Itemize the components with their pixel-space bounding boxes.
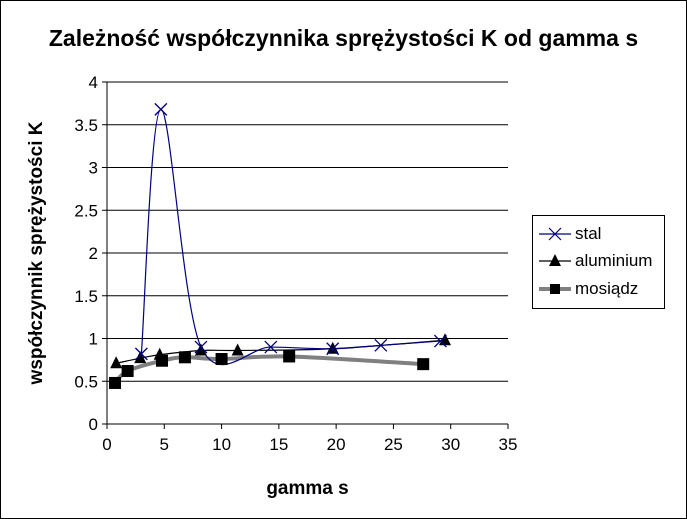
y-tick-label: 2.5: [74, 201, 98, 220]
point-stal: [326, 342, 340, 356]
point-aluminium: [110, 356, 123, 369]
x-tick-label: 10: [212, 435, 231, 454]
point-mosiadz: [121, 364, 134, 377]
point-aluminium: [438, 333, 451, 346]
point-aluminium: [134, 351, 147, 364]
point-aluminium: [153, 347, 166, 360]
x-tick-label: 5: [160, 435, 169, 454]
y-tick-label: 1: [89, 330, 98, 349]
point-stal: [433, 334, 447, 348]
point-stal: [264, 340, 278, 354]
chart-title: Zależność współczynnika sprężystości K o…: [48, 25, 639, 51]
y-tick-label: 4: [89, 73, 98, 92]
x-tick-label: 20: [327, 435, 346, 454]
legend-item-stal: stal: [533, 223, 664, 245]
point-aluminium: [231, 343, 244, 356]
legend-item-mosiadz: mosiądz: [533, 278, 664, 300]
legend-label-aluminium: aluminium: [575, 251, 653, 270]
series-line-stal: [140, 108, 441, 366]
legend-swatch-stal: [539, 227, 571, 241]
y-tick-label: 2: [89, 244, 98, 263]
y-axis-title: współczynnik sprężystości K: [26, 121, 47, 385]
y-tick-label: 1.5: [74, 287, 98, 306]
point-mosiadz: [215, 353, 228, 366]
x-tick-label: 25: [384, 435, 403, 454]
point-aluminium: [194, 343, 207, 356]
y-tick-label: 3.5: [74, 116, 98, 135]
legend-label-mosiadz: mosiądz: [575, 279, 639, 298]
point-stal: [134, 347, 148, 361]
x-axis-title: gamma s: [266, 478, 348, 499]
y-tick-label: 3: [89, 159, 98, 178]
point-mosiadz: [283, 350, 296, 363]
legend-swatch-mosiadz: [539, 284, 571, 294]
point-stal: [154, 102, 168, 116]
legend-label-stal: stal: [575, 224, 602, 243]
x-tick-label: 35: [499, 435, 518, 454]
y-tick-label: 0: [89, 415, 98, 434]
x-tick-label: 30: [441, 435, 460, 454]
point-stal: [194, 340, 208, 354]
point-mosiadz: [109, 376, 122, 389]
y-tick-label: 0.5: [74, 372, 98, 391]
legend: stal aluminium mosiądz: [532, 215, 665, 309]
point-mosiadz: [178, 351, 191, 364]
legend-swatch-aluminium: [539, 254, 571, 266]
point-stal: [374, 338, 388, 352]
x-tick-label: 15: [269, 435, 288, 454]
point-aluminium: [326, 341, 339, 354]
x-tick-label: 0: [102, 435, 111, 454]
point-mosiadz: [417, 358, 430, 371]
legend-item-aluminium: aluminium: [533, 250, 664, 272]
